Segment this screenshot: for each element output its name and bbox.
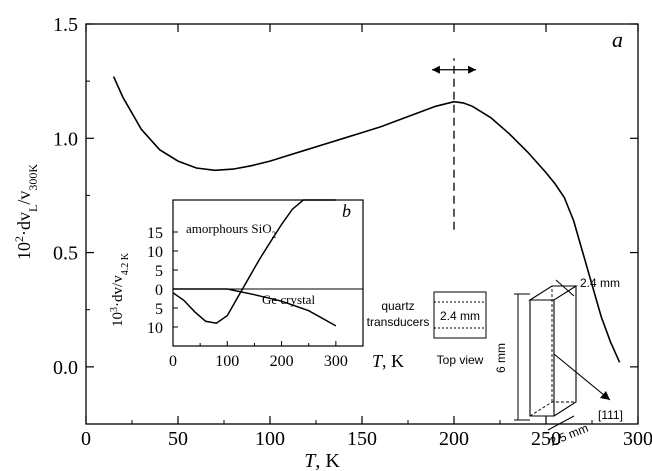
x-tick-label: 150 [347, 428, 377, 450]
height-dim-label: 6 mm [494, 343, 508, 373]
y-axis-label: 102·dvL/v300K [12, 164, 40, 260]
sample-geometry-drawing: 2.4 mm quartz transducers Top view 6 mm … [367, 276, 623, 449]
panel-label-a: a [612, 27, 623, 52]
ge-label: Ge crystal [262, 292, 315, 307]
width-dim-arrow [555, 279, 575, 297]
inset-plot-frame [172, 199, 364, 347]
side-dim-line [547, 415, 575, 431]
x-tick-label: 300 [623, 428, 652, 450]
y-tick-label: 1.5 [53, 14, 78, 36]
inset-x-variable: T [372, 351, 384, 371]
x-axis-unit: , K [315, 450, 340, 471]
inset-y-tick-label: 5 [155, 301, 163, 318]
direction-arrow [553, 353, 611, 401]
inset-y-tick-label: 15 [147, 225, 163, 242]
sio2-curve [172, 199, 336, 324]
inset-chart-b: 0 100 200 300 15 10 5 0 5 10 b amorphours SiO2 Ge… [109, 199, 404, 371]
inset-x-tick-label: 100 [215, 353, 239, 370]
x-axis-label: T, K [304, 450, 340, 471]
ge-curve [173, 288, 337, 327]
x-tick-label: 0 [81, 428, 91, 450]
inset-y-tick-label: 10 [147, 320, 163, 337]
prism-hidden-edges [529, 286, 576, 417]
width-dim-label: 2.4 mm [580, 276, 620, 290]
inset-x-unit: , K [382, 351, 404, 371]
inset-x-tick-label: 200 [270, 353, 294, 370]
arrow-head-left [431, 65, 440, 74]
top-view-label: Top view [437, 353, 484, 367]
panel-label-b: b [342, 201, 351, 221]
side-dim-label: 2.5 mm [548, 421, 590, 449]
inset-x-tick-label: 300 [324, 353, 348, 370]
direction-arrow-head [600, 391, 610, 400]
top-view-dim-label: 2.4 mm [440, 309, 480, 323]
y-tick-label: 0.0 [53, 357, 78, 379]
direction-label: [111] [598, 408, 623, 422]
inset-x-tick-label: 0 [169, 353, 177, 370]
inset-y-tick-label: 10 [147, 244, 163, 261]
y-tick-label: 1.0 [53, 128, 78, 150]
x-tick-label: 200 [439, 428, 469, 450]
inset-x-axis-label: T, K [372, 351, 404, 371]
main-curve [112, 76, 621, 363]
top-view-rect [433, 291, 487, 339]
inset-background [173, 200, 363, 346]
inset-axis-ticks: 0 100 200 300 15 10 5 0 5 10 [147, 225, 348, 370]
arrow-head-right [468, 65, 477, 74]
x-tick-label: 50 [168, 428, 188, 450]
inset-y-tick-label: 0 [155, 282, 163, 299]
quartz-label-line2: transducers [367, 315, 430, 329]
quartz-label-line1: quartz [381, 299, 414, 313]
sio2-label: amorphours SiO2 [186, 221, 276, 240]
inset-y-tick-label: 5 [155, 263, 163, 280]
x-axis-variable: T [304, 450, 317, 471]
inset-y-axis-label: 103·dv/v4.2 K [109, 252, 131, 327]
x-tick-label: 250 [531, 428, 561, 450]
prism-outline [528, 285, 578, 417]
y-tick-label: 0.5 [53, 243, 78, 265]
x-tick-label: 100 [255, 428, 285, 450]
